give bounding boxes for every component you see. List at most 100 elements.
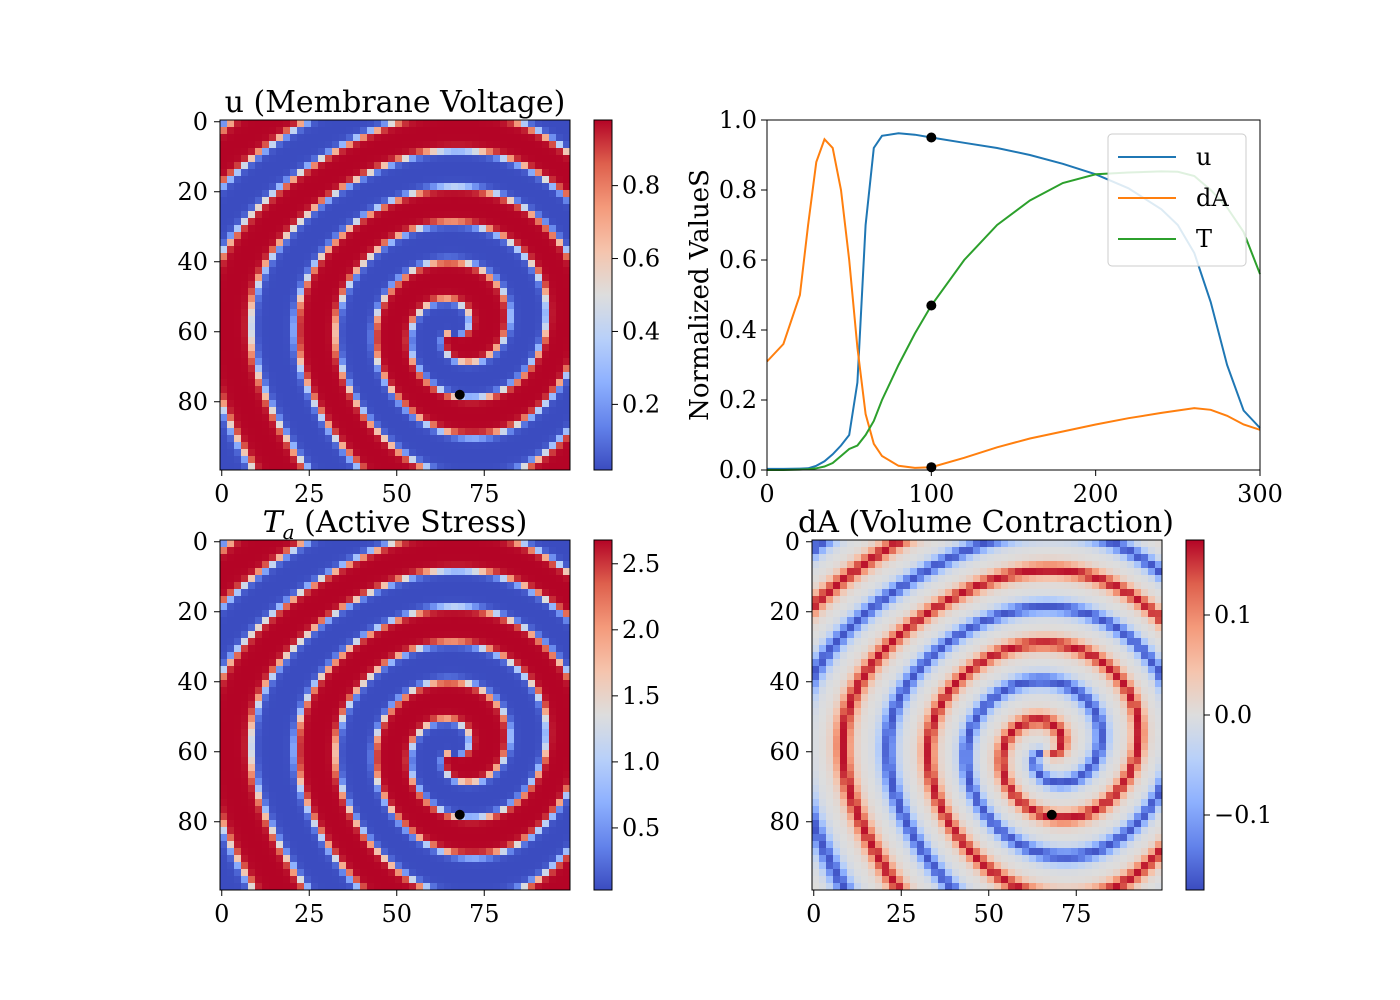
ta_map-heatmap-cell — [507, 862, 515, 870]
u_map-heatmap-cell — [430, 456, 438, 464]
ta_map-heatmap-cell — [514, 652, 522, 660]
ta_map-heatmap-cell — [493, 659, 501, 667]
ta_map-heatmap-cell — [542, 680, 550, 688]
u_map-heatmap-cell — [402, 267, 410, 275]
ta_map-heatmap-cell — [248, 694, 256, 702]
ta_map-heatmap-cell — [241, 883, 249, 891]
ta_map-heatmap-cell — [542, 820, 550, 828]
u_map-heatmap-cell — [269, 211, 277, 219]
ta_map-heatmap-cell — [423, 743, 431, 751]
u_map-heatmap-cell — [220, 295, 228, 303]
u_map-heatmap-cell — [283, 288, 291, 296]
u_map-heatmap-cell — [269, 148, 277, 156]
ta_map-heatmap-cell — [276, 575, 284, 583]
ta_map-heatmap-cell — [248, 792, 256, 800]
u_map-heatmap-cell — [514, 330, 522, 338]
u_map-heatmap-cell — [465, 239, 473, 247]
ta_map-heatmap-cell — [493, 554, 501, 562]
u_map-heatmap-cell — [269, 218, 277, 226]
u_map-heatmap-cell — [486, 155, 494, 163]
ta_map-heatmap-cell — [444, 785, 452, 793]
ta_map-heatmap-cell — [437, 722, 445, 730]
ta_map-heatmap-cell — [262, 547, 270, 555]
u_map-heatmap-cell — [521, 379, 529, 387]
ta_map-heatmap-cell — [297, 694, 305, 702]
ta_map-heatmap-cell — [472, 729, 480, 737]
ta_map-heatmap-cell — [276, 729, 284, 737]
ta_map-heatmap-cell — [507, 547, 515, 555]
ta_map-heatmap-cell — [346, 862, 354, 870]
u_map-heatmap-cell — [507, 414, 515, 422]
ta_map-heatmap-cell — [493, 666, 501, 674]
u_map-heatmap-cell — [514, 246, 522, 254]
ta_map-heatmap-cell — [318, 869, 326, 877]
u_map-heatmap-cell — [451, 372, 459, 380]
u_map-heatmap-cell — [493, 281, 501, 289]
ta_map-heatmap-cell — [486, 722, 494, 730]
ta_map-heatmap-cell — [549, 645, 557, 653]
u_map-heatmap-cell — [325, 344, 333, 352]
u_map-heatmap-cell — [409, 372, 417, 380]
u_map-heatmap-cell — [486, 379, 494, 387]
ta_map-heatmap-cell — [395, 743, 403, 751]
u_map-heatmap-cell — [437, 134, 445, 142]
ta_map-heatmap-cell — [220, 722, 228, 730]
u_map-heatmap-cell — [388, 183, 396, 191]
u_map-heatmap-cell — [248, 232, 256, 240]
ta_map-heatmap-cell — [444, 652, 452, 660]
u_map-heatmap-cell — [521, 127, 529, 135]
ta_map-heatmap-cell — [241, 596, 249, 604]
u_map-heatmap-cell — [220, 442, 228, 450]
u_map-heatmap-cell — [367, 435, 375, 443]
ta_map-heatmap-cell — [563, 722, 571, 730]
ta_map-heatmap-cell — [269, 750, 277, 758]
ta_map-heatmap-cell — [255, 799, 263, 807]
u_map-heatmap-cell — [549, 183, 557, 191]
u_map-heatmap-cell — [493, 155, 501, 163]
ta_map-heatmap-cell — [220, 876, 228, 884]
ta_map-heatmap-cell — [346, 820, 354, 828]
ta_map-heatmap-cell — [395, 785, 403, 793]
u_map-heatmap-cell — [304, 428, 312, 436]
ta_map-heatmap-cell — [514, 659, 522, 667]
u_map-heatmap-cell — [360, 393, 368, 401]
ta_map-heatmap-cell — [332, 645, 340, 653]
u_map-heatmap-cell — [500, 379, 508, 387]
ta_map-heatmap-cell — [227, 715, 235, 723]
u_map-heatmap-cell — [500, 190, 508, 198]
ta_map-heatmap-cell — [535, 764, 543, 772]
ta_map-heatmap-cell — [409, 848, 417, 856]
ta_map-heatmap-cell — [248, 743, 256, 751]
ta_map-heatmap-cell — [381, 799, 389, 807]
ta_map-heatmap-cell — [437, 785, 445, 793]
u_map-colorbar-tick-label: 0.6 — [622, 245, 660, 273]
ta_map-heatmap-cell — [262, 554, 270, 562]
ta_map-heatmap-cell — [493, 617, 501, 625]
ta_map-heatmap-cell — [353, 680, 361, 688]
u_map-heatmap-cell — [360, 120, 368, 128]
u_map-heatmap-cell — [332, 232, 340, 240]
ta_map-heatmap-cell — [458, 540, 466, 548]
u_map-heatmap-cell — [437, 351, 445, 359]
ta_map-heatmap-cell — [458, 575, 466, 583]
u_map-heatmap-cell — [353, 337, 361, 345]
ta_map-heatmap-cell — [318, 547, 326, 555]
ta_map-heatmap-cell — [325, 708, 333, 716]
u_map-heatmap-cell — [318, 239, 326, 247]
ta_map-heatmap-cell — [353, 673, 361, 681]
u_map-heatmap-cell — [353, 134, 361, 142]
ta_map-heatmap-cell — [248, 631, 256, 639]
u_map-heatmap-cell — [479, 456, 487, 464]
u_map-heatmap-cell — [451, 274, 459, 282]
ta_map-heatmap-cell — [290, 869, 298, 877]
u_map-heatmap-cell — [500, 162, 508, 170]
u_map-heatmap-cell — [297, 414, 305, 422]
ta_map-heatmap-cell — [227, 582, 235, 590]
ta_map-heatmap-cell — [542, 540, 550, 548]
ta_map-heatmap-cell — [493, 701, 501, 709]
ta_map-heatmap-cell — [388, 694, 396, 702]
ta_map-heatmap-cell — [283, 666, 291, 674]
u_map-heatmap-cell — [514, 302, 522, 310]
u_map-heatmap-cell — [262, 337, 270, 345]
u_map-heatmap-cell — [346, 323, 354, 331]
